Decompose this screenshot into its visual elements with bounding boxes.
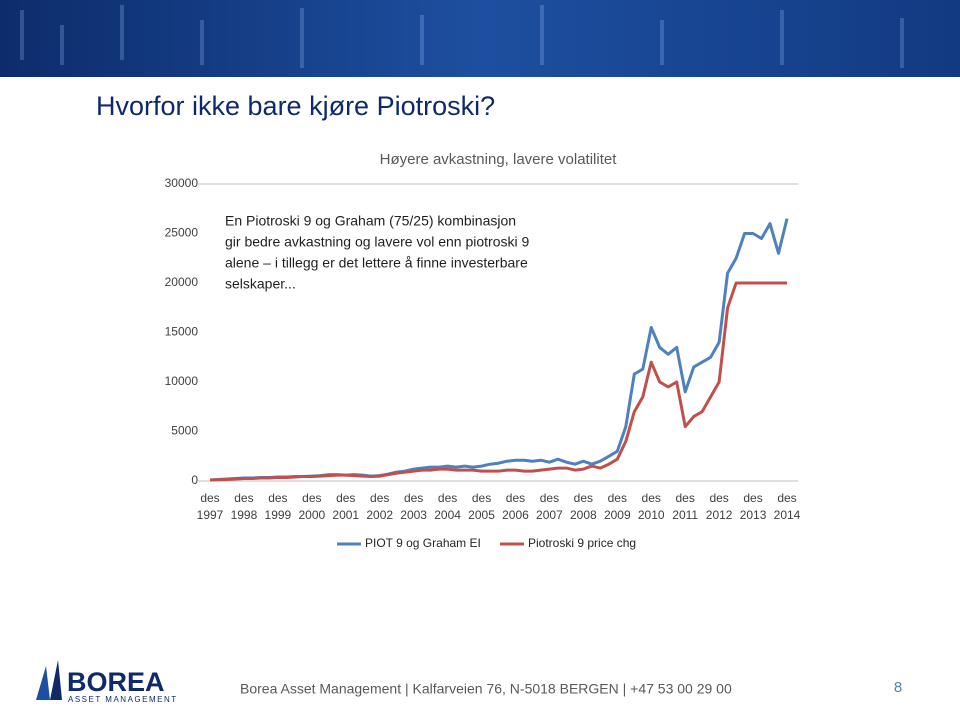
- header-pattern: [20, 5, 904, 68]
- annotation-line: selskaper...: [225, 276, 296, 292]
- x-tick-label: des 2012: [706, 491, 733, 522]
- x-tick-label: des 2011: [672, 491, 698, 522]
- logo-name: BOREA: [67, 667, 165, 697]
- logo: BOREA ASSET MANAGEMENT: [36, 660, 178, 704]
- x-tick-label: des 2002: [366, 491, 393, 522]
- logo-mark: [50, 660, 62, 700]
- slide-title: Hvorfor ikke bare kjøre Piotroski?: [96, 91, 495, 121]
- x-tick-label: des 2009: [604, 491, 631, 522]
- y-tick-label: 10000: [165, 374, 199, 388]
- y-tick-label: 15000: [165, 325, 199, 339]
- legend: PIOT 9 og Graham EI Piotroski 9 price chg: [337, 536, 636, 550]
- footer: Borea Asset Management | Kalfarveien 76,…: [240, 681, 732, 697]
- series-line: [209, 281, 787, 482]
- x-tick-label: des 2013: [740, 491, 767, 522]
- x-tick-label: des 2006: [502, 491, 529, 522]
- x-tick-label: des 2010: [638, 491, 665, 522]
- x-tick-label: des 1998: [231, 491, 258, 522]
- legend-label: PIOT 9 og Graham EI: [365, 536, 481, 550]
- annotation-box: [218, 207, 565, 289]
- y-tick-label: 25000: [165, 226, 199, 240]
- logo-mark: [36, 666, 50, 700]
- y-tick-label: 20000: [165, 275, 199, 289]
- y-tick-label: 0: [191, 473, 198, 487]
- x-tick-label: des 2003: [400, 491, 427, 522]
- x-tick-label: des 2008: [570, 491, 597, 522]
- annotation-line: gir bedre avkastning og lavere vol enn p…: [225, 234, 530, 250]
- x-tick-label: des 2014: [774, 491, 801, 522]
- x-tick-label: des 2004: [434, 491, 461, 522]
- annotation-line: alene – i tillegg er det lettere å finne…: [225, 255, 528, 271]
- x-tick-label: des 2005: [468, 491, 495, 522]
- logo-tagline: ASSET MANAGEMENT: [68, 695, 178, 704]
- header-banner: [0, 0, 960, 77]
- legend-label: Piotroski 9 price chg: [528, 536, 636, 550]
- x-tick-label: des 2001: [332, 491, 359, 522]
- plot: 0 5000 10000 15000 20000 25000 30000 des 1997 des…: [165, 176, 801, 522]
- y-tick-label: 30000: [165, 176, 199, 190]
- y-tick-label: 5000: [171, 424, 198, 438]
- annotation-line: En Piotroski 9 og Graham (75/25) kombina…: [225, 213, 516, 229]
- x-tick-label: des 1999: [265, 491, 292, 522]
- page-number: 8: [894, 679, 902, 696]
- x-tick-label: des 1997: [197, 491, 224, 522]
- chart-title: Høyere avkastning, lavere volatilitet: [380, 151, 618, 168]
- annotation: En Piotroski 9 og Graham (75/25) kombina…: [225, 213, 530, 292]
- x-tick-label: des 2007: [536, 491, 563, 522]
- x-tick-label: des 2000: [298, 491, 325, 522]
